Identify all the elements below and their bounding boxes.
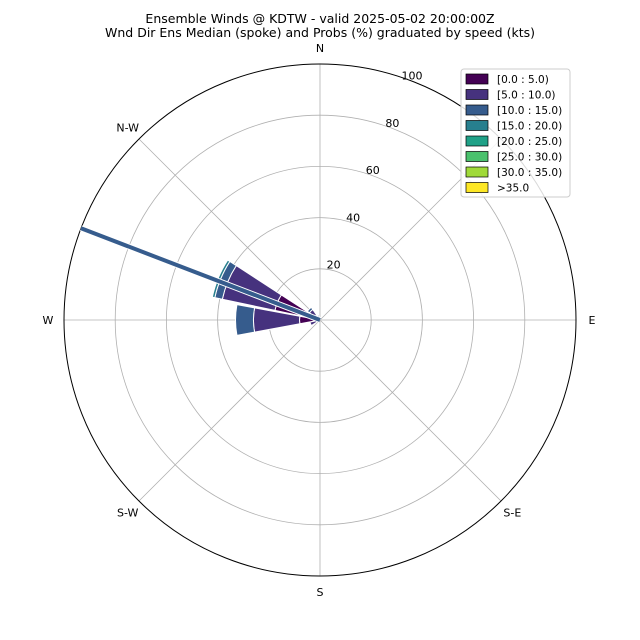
wind-rose-bar-segment: [306, 306, 314, 314]
radial-tick-label: 80: [385, 117, 399, 130]
legend-label: [10.0 : 15.0): [497, 105, 562, 117]
direction-label: E: [589, 314, 596, 327]
legend-swatch: [465, 182, 489, 193]
legend-label: >35.0: [497, 183, 529, 195]
legend-label: [5.0 : 10.0): [497, 90, 555, 102]
chart-title: Ensemble Winds @ KDTW - valid 2025-05-02…: [145, 11, 495, 26]
legend-label: [0.0 : 5.0): [497, 74, 549, 86]
direction-label: S-W: [117, 506, 139, 519]
median-spoke: [79, 225, 322, 323]
radial-tick-label: 60: [366, 164, 380, 177]
direction-label: W: [43, 314, 54, 327]
median-spoke-line: [80, 226, 321, 322]
axis-labels: 20 40 60 80 100 N N-W W S-W S S-E E: [43, 42, 596, 599]
angular-gridline: [319, 319, 502, 502]
legend-label: [25.0 : 30.0): [497, 152, 562, 164]
angular-gridline: [138, 138, 321, 321]
legend-swatch: [465, 104, 489, 116]
radial-tick-label: 20: [327, 259, 341, 272]
legend-swatch: [465, 135, 489, 147]
direction-label: N-W: [116, 122, 139, 135]
polar-grid: [63, 63, 577, 577]
legend-swatch: [465, 120, 489, 131]
direction-label: S-E: [503, 506, 521, 519]
chart-subtitle: Wnd Dir Ens Median (spoke) and Probs (%)…: [105, 25, 535, 40]
legend-label: [15.0 : 20.0): [497, 121, 562, 133]
legend-swatch: [465, 89, 489, 100]
legend-box: [460, 68, 571, 198]
radial-tick-label: 40: [346, 211, 360, 224]
legend-label: [20.0 : 25.0): [497, 136, 562, 148]
radial-tick-label: 100: [401, 69, 422, 82]
legend-swatch: [465, 151, 489, 162]
wind-rose-bar-segment: [211, 259, 231, 299]
angular-gridline: [138, 319, 321, 502]
direction-label: S: [317, 586, 324, 599]
polar-frame: [63, 63, 577, 577]
wind-rose-bar-segment: [235, 304, 256, 336]
legend-swatch: [465, 73, 489, 85]
chart-title-block: Ensemble Winds @ KDTW - valid 2025-05-02…: [0, 12, 640, 40]
direction-label: N: [316, 42, 324, 55]
legend-swatch: [465, 166, 489, 178]
legend: [0.0 : 5.0) [5.0 : 10.0) [10.0 : 15.0) [15.…: [460, 68, 571, 198]
legend-label: [30.0 : 35.0): [497, 167, 562, 179]
